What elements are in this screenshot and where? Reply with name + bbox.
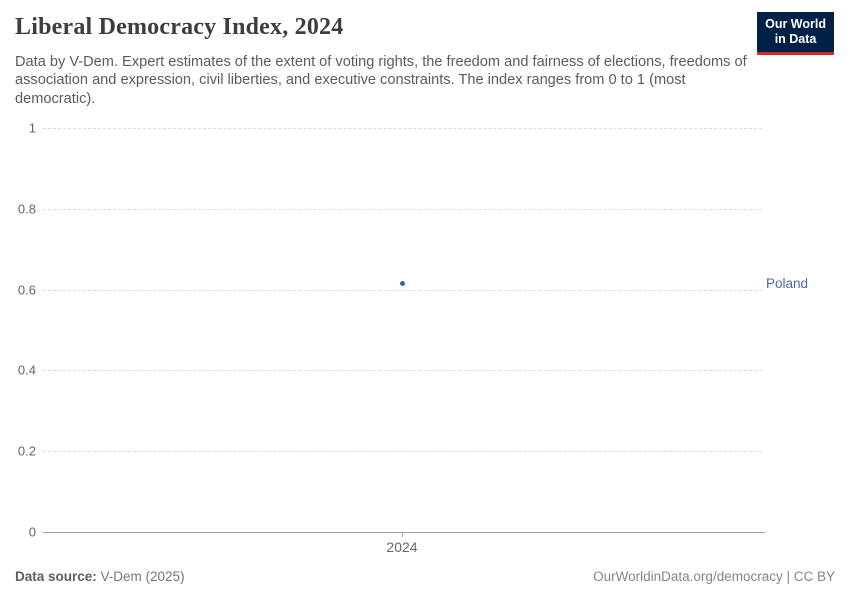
x-axis-line: [43, 532, 765, 533]
gridline-0-2: [43, 451, 762, 453]
y-tick-label-0: 0: [28, 524, 36, 540]
footer-source-label: Data source:: [15, 569, 97, 584]
footer-source-value: V-Dem (2025): [96, 569, 185, 584]
owid-logo[interactable]: Our World in Data: [757, 12, 834, 55]
page-title: Liberal Democracy Index, 2024: [15, 14, 344, 40]
owid-logo-text-line1: Our World: [765, 17, 826, 31]
gridline-0-6: [43, 289, 762, 291]
gridline-0-8: [43, 208, 762, 210]
gridline-0-4: [43, 370, 762, 372]
y-tick-label-0-8: 0.8: [17, 201, 36, 217]
y-tick-label-0-2: 0.2: [17, 443, 36, 459]
gridline-1: [43, 128, 762, 129]
footer-license: | CC BY: [782, 569, 835, 584]
footer-data-source: Data source: V-Dem (2025): [15, 569, 185, 584]
y-tick-label-0-6: 0.6: [17, 282, 36, 298]
x-tick-label-2024: 2024: [386, 539, 418, 555]
owid-logo-text-line2: in Data: [774, 32, 817, 47]
y-tick-label-1: 1: [28, 120, 36, 136]
footer-attribution: OurWorldinData.org/democracy | CC BY: [593, 569, 835, 584]
data-point-poland-2024[interactable]: [400, 281, 405, 286]
series-label-poland[interactable]: Poland: [766, 276, 809, 291]
x-tick-mark-2024: [402, 532, 403, 537]
chart-subtitle: Data by V-Dem. Expert estimates of the e…: [15, 54, 747, 107]
footer-url-link[interactable]: OurWorldinData.org/democracy: [593, 569, 783, 584]
y-tick-label-0-4: 0.4: [17, 362, 36, 378]
